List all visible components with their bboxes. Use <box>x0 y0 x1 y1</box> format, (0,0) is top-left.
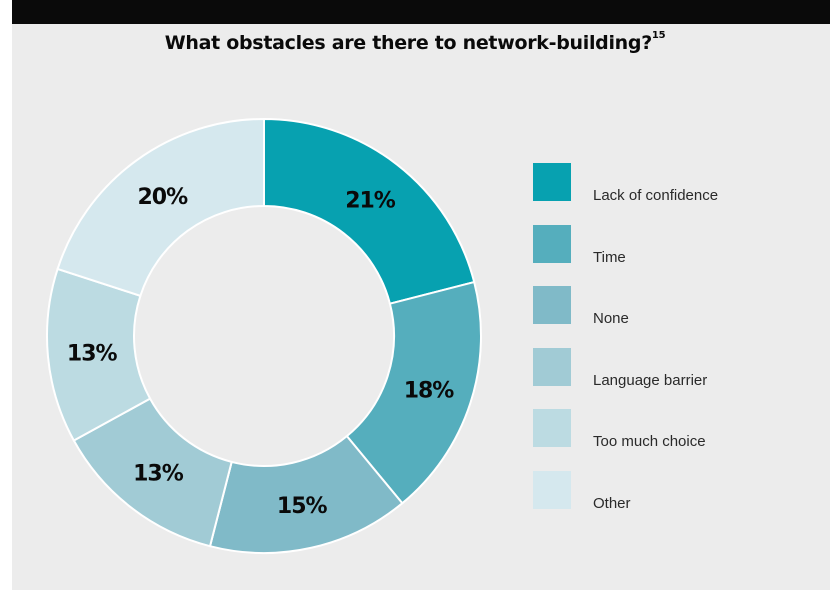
legend-label: Too much choice <box>593 433 706 450</box>
legend-label: Lack of confidence <box>593 187 719 204</box>
legend-swatch <box>533 347 571 386</box>
legend-label: Other <box>593 494 631 512</box>
top-bar <box>12 0 830 24</box>
slice-label-time: 18% <box>404 378 455 403</box>
legend-label: Language barrier <box>593 371 708 389</box>
legend-swatch <box>533 470 571 509</box>
slice-label-other: 20% <box>137 185 188 210</box>
legend-item-other: Other <box>533 470 793 512</box>
slice-label-none: 15% <box>277 494 328 519</box>
legend-label: None <box>593 310 629 327</box>
legend-item-time: Time <box>533 224 793 266</box>
slice-label-too-much-choice: 13% <box>67 341 118 366</box>
title-footnote: 15 <box>651 30 666 41</box>
legend-label: Time <box>593 248 626 266</box>
legend-swatch <box>533 286 571 324</box>
slice-label-lack-of-confidence: 21% <box>345 188 396 213</box>
donut-slice-other <box>56 117 265 298</box>
slice-label-language-barrier: 13% <box>133 462 184 487</box>
legend-item-lack-of-confidence: Lack of confidence <box>533 163 793 204</box>
legend-item-language-barrier: Language barrier <box>533 347 793 389</box>
legend-item-too-much-choice: Too much choice <box>533 409 793 450</box>
legend-swatch <box>533 224 571 263</box>
legend-swatch <box>533 163 571 201</box>
chart-title: What obstacles are there to network-buil… <box>164 30 666 54</box>
legend-swatch <box>533 409 571 447</box>
donut-slice-lack-of-confidence <box>263 117 476 305</box>
legend-item-none: None <box>533 286 793 327</box>
